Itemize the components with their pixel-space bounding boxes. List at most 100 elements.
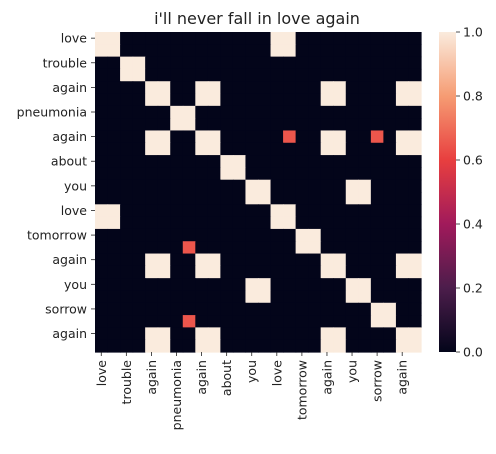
- heatmap-cell: [358, 155, 372, 168]
- heatmap-cell: [195, 56, 209, 70]
- x-tick-label: you: [244, 360, 259, 383]
- heatmap-cell: [157, 142, 171, 156]
- heatmap-cell: [258, 130, 272, 144]
- heatmap-cell: [295, 253, 309, 267]
- heatmap-cell: [232, 253, 247, 267]
- heatmap-cell: [107, 105, 121, 119]
- heatmap-cell: [220, 32, 234, 45]
- heatmap-cell: [170, 118, 184, 132]
- heatmap-cell: [345, 327, 359, 341]
- heatmap-cell: [333, 315, 347, 328]
- heatmap-cell: [207, 179, 221, 193]
- heatmap-cell: [220, 302, 234, 316]
- heatmap-cell: [232, 93, 247, 107]
- heatmap-cell: [232, 130, 247, 144]
- heatmap-cell: [358, 44, 372, 58]
- heatmap-cell: [383, 155, 397, 168]
- heatmap-cell: [220, 142, 234, 156]
- heatmap-cell: [358, 290, 372, 304]
- heatmap-cell: [220, 241, 234, 255]
- heatmap-cell: [408, 142, 422, 156]
- heatmap-cell: [107, 167, 121, 181]
- heatmap-cell: [358, 216, 372, 230]
- heatmap-cell: [132, 167, 146, 181]
- heatmap-cell: [295, 155, 309, 168]
- heatmap-cell: [395, 32, 410, 45]
- heatmap-cell: [157, 204, 171, 218]
- heatmap-cell: [182, 155, 196, 168]
- heatmap-cell: [295, 142, 309, 156]
- heatmap-cell: [120, 93, 134, 107]
- heatmap-cell: [207, 68, 221, 82]
- heatmap-cell: [232, 228, 247, 242]
- heatmap-cell: [345, 93, 359, 107]
- heatmap-cell: [320, 253, 334, 267]
- heatmap-cell: [295, 339, 309, 353]
- heatmap-cell: [295, 105, 309, 119]
- heatmap-cell: [383, 290, 397, 304]
- heatmap-cell: [207, 228, 221, 242]
- heatmap-cell: [320, 228, 334, 242]
- heatmap-cell: [220, 253, 234, 267]
- heatmap-cell: [170, 44, 184, 58]
- heatmap-cell: [195, 204, 209, 218]
- heatmap-cell: [395, 192, 410, 205]
- heatmap-cell: [120, 216, 134, 230]
- heatmap-cell: [395, 142, 410, 156]
- heatmap-cell: [95, 32, 109, 45]
- y-tick-label: pneumonia: [17, 105, 87, 120]
- heatmap-cell: [408, 241, 422, 255]
- heatmap-cell: [245, 142, 259, 156]
- heatmap-cell: [195, 253, 209, 267]
- heatmap-cell: [107, 68, 121, 82]
- heatmap-cell: [157, 253, 171, 267]
- heatmap-cell: [395, 93, 410, 107]
- heatmap-cell: [232, 216, 247, 230]
- heatmap-cell: [283, 339, 297, 353]
- heatmap-cell: [107, 327, 121, 341]
- heatmap-cell: [333, 32, 347, 45]
- heatmap-cell: [157, 32, 171, 45]
- heatmap-cell: [383, 192, 397, 205]
- heatmap-cell: [395, 265, 410, 279]
- heatmap-cell: [170, 290, 184, 304]
- heatmap-cell: [207, 118, 221, 132]
- heatmap-cell: [395, 204, 410, 218]
- heatmap-cell: [295, 204, 309, 218]
- heatmap-cell: [345, 253, 359, 267]
- heatmap-cell: [145, 216, 159, 230]
- heatmap-cell: [395, 68, 410, 82]
- heatmap-cell: [207, 216, 221, 230]
- heatmap-cell: [383, 265, 397, 279]
- heatmap-cell: [270, 155, 284, 168]
- heatmap-cell: [370, 56, 384, 70]
- heatmap-cell: [395, 167, 410, 181]
- heatmap-cell: [283, 105, 297, 119]
- heatmap-cell: [258, 265, 272, 279]
- heatmap-cell: [333, 302, 347, 316]
- heatmap-cell: [232, 265, 247, 279]
- heatmap-cell: [345, 44, 359, 58]
- heatmap-cell: [345, 192, 359, 205]
- heatmap-cell: [383, 302, 397, 316]
- heatmap-cell: [370, 241, 384, 255]
- heatmap-cell: [308, 155, 322, 168]
- heatmap-cell: [120, 204, 134, 218]
- heatmap-cell: [145, 155, 159, 168]
- heatmap-cell: [408, 118, 422, 132]
- y-tick-label: again: [52, 80, 87, 95]
- heatmap-cell: [308, 228, 322, 242]
- heatmap-cell: [232, 68, 247, 82]
- heatmap-cell: [308, 241, 322, 255]
- heatmap-cell: [308, 278, 322, 292]
- heatmap-cell: [408, 93, 422, 107]
- heatmap-cell: [383, 32, 397, 45]
- heatmap-cell: [207, 327, 221, 341]
- heatmap-cell: [395, 241, 410, 255]
- heatmap-cell: [370, 192, 384, 205]
- heatmap-cell: [120, 167, 134, 181]
- heatmap-cell: [145, 241, 159, 255]
- heatmap-cell: [220, 68, 234, 82]
- heatmap-cell: [383, 56, 397, 70]
